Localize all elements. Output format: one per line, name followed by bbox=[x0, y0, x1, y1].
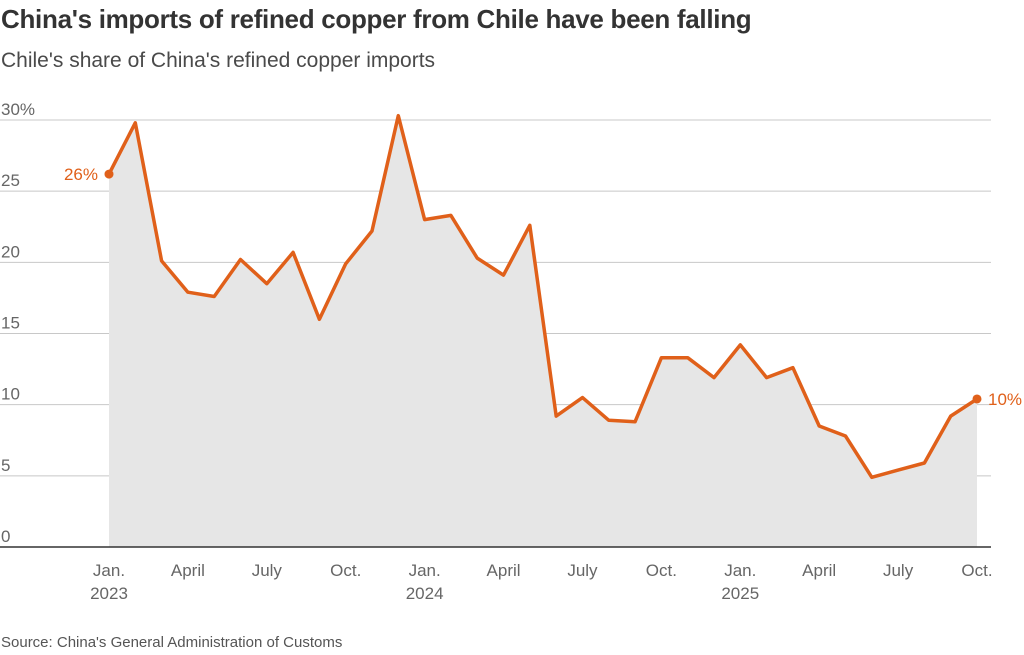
y-tick-label: 20 bbox=[1, 242, 20, 261]
x-tick-year-label: 2025 bbox=[721, 584, 759, 603]
data-point bbox=[186, 291, 189, 294]
data-point bbox=[949, 415, 952, 418]
y-tick-label: 25 bbox=[1, 171, 20, 190]
x-tick-label: Oct. bbox=[646, 561, 677, 580]
data-point bbox=[791, 366, 794, 369]
x-tick-label: Jan. bbox=[409, 561, 441, 580]
data-point bbox=[292, 251, 295, 254]
y-tick-label: 15 bbox=[1, 314, 20, 333]
data-point bbox=[844, 435, 847, 438]
data-point bbox=[528, 224, 531, 227]
start-point-marker bbox=[104, 169, 114, 179]
x-tick-label: Oct. bbox=[330, 561, 361, 580]
y-tick-label: 30% bbox=[1, 100, 35, 119]
start-value-label: 26% bbox=[64, 165, 98, 184]
data-point bbox=[502, 274, 505, 277]
data-point bbox=[371, 230, 374, 233]
data-point bbox=[134, 121, 137, 124]
data-point bbox=[897, 469, 900, 472]
data-point bbox=[923, 462, 926, 465]
data-point bbox=[739, 343, 742, 346]
data-point bbox=[449, 214, 452, 217]
data-point bbox=[686, 356, 689, 359]
y-tick-label: 10 bbox=[1, 385, 20, 404]
x-tick-label: Oct. bbox=[961, 561, 992, 580]
data-point bbox=[318, 318, 321, 321]
data-point bbox=[581, 396, 584, 399]
x-axis-tick-labels: Jan. 2023 April July Oct. Jan. 2024 April July Oc… bbox=[90, 561, 993, 603]
x-tick-label: Jan. bbox=[724, 561, 756, 580]
data-point bbox=[397, 114, 400, 117]
data-point bbox=[239, 258, 242, 261]
x-tick-year-label: 2024 bbox=[406, 584, 444, 603]
data-point bbox=[607, 419, 610, 422]
x-tick-label: April bbox=[802, 561, 836, 580]
y-tick-label: 0 bbox=[1, 527, 10, 546]
x-tick-label: April bbox=[171, 561, 205, 580]
data-point bbox=[870, 476, 873, 479]
data-point bbox=[423, 218, 426, 221]
data-point bbox=[555, 415, 558, 418]
data-point bbox=[476, 257, 479, 260]
data-point bbox=[265, 282, 268, 285]
data-point bbox=[213, 295, 216, 298]
source-note: Source: China's General Administration o… bbox=[1, 634, 343, 651]
x-tick-label: July bbox=[883, 561, 914, 580]
x-tick-label: Jan. bbox=[93, 561, 125, 580]
end-point-marker bbox=[972, 394, 982, 404]
data-point bbox=[818, 425, 821, 428]
data-point bbox=[634, 420, 637, 423]
x-tick-label: April bbox=[487, 561, 521, 580]
data-point bbox=[765, 376, 768, 379]
x-tick-label: July bbox=[567, 561, 598, 580]
y-tick-label: 5 bbox=[1, 456, 10, 475]
end-value-label: 10% bbox=[988, 390, 1022, 409]
chart-title: China's imports of refined copper from C… bbox=[1, 4, 752, 34]
x-tick-year-label: 2023 bbox=[90, 584, 128, 603]
data-point bbox=[344, 262, 347, 265]
y-axis-tick-labels: 0 5 10 15 20 25 30% bbox=[1, 100, 35, 546]
data-point bbox=[160, 259, 163, 262]
data-point bbox=[660, 356, 663, 359]
series-line bbox=[107, 113, 979, 480]
chart-subtitle: Chile's share of China's refined copper … bbox=[1, 49, 436, 72]
data-point bbox=[713, 376, 716, 379]
x-tick-label: July bbox=[252, 561, 283, 580]
